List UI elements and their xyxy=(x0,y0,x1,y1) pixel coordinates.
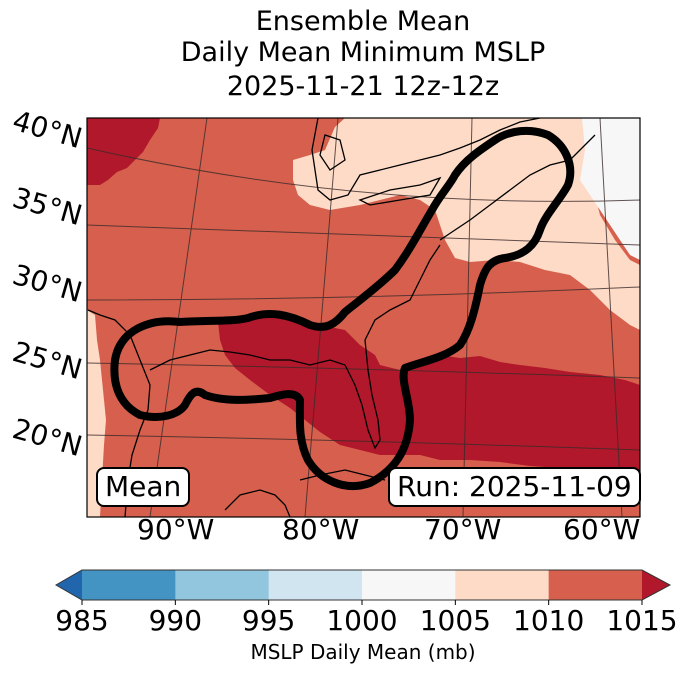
colorbar-over-triangle xyxy=(642,570,670,600)
lon-label-80w: 80°W xyxy=(282,513,360,546)
colorbar-tick-label-1010: 1010 xyxy=(513,604,585,637)
colorbar-bin-1000-1005 xyxy=(362,570,456,600)
title-line-3: 2025-11-21 12z-12z xyxy=(226,71,500,102)
colorbar-tick-label-1005: 1005 xyxy=(419,604,491,637)
mean-label-box: Mean xyxy=(96,467,191,507)
colorbar-under-triangle xyxy=(56,570,82,600)
field-high-gulf-atlantic xyxy=(218,314,640,480)
title-line-2: Daily Mean Minimum MSLP xyxy=(180,37,546,68)
field-northeast-light xyxy=(293,118,640,330)
colorbar-tick-label-1015: 1015 xyxy=(606,604,678,637)
colorbar-tick-label-995: 995 xyxy=(241,604,296,637)
contour-outline xyxy=(110,126,575,491)
colorbar-bin-995-1000 xyxy=(268,570,363,600)
colorbar-label: MSLP Daily Mean (mb) xyxy=(250,640,476,664)
colorbar-bin-990-995 xyxy=(175,570,270,600)
field-west-edge xyxy=(87,310,106,517)
colorbar-tick-label-985: 985 xyxy=(55,604,109,637)
run-date-box: Run: 2025-11-09 xyxy=(388,467,641,507)
lon-label-60w: 60°W xyxy=(563,513,641,546)
colorbar-tick-label-990: 990 xyxy=(148,604,203,637)
lon-label-90w: 90°W xyxy=(137,513,215,546)
coastlines xyxy=(87,118,596,517)
colorbar-tick-label-1000: 1000 xyxy=(326,604,398,637)
lon-label-70w: 70°W xyxy=(424,513,502,546)
plot-frame xyxy=(86,117,641,518)
field-high-upper-left xyxy=(87,118,160,185)
field-northwest-atlantic xyxy=(580,118,640,260)
title-line-1: Ensemble Mean xyxy=(255,6,471,37)
colorbar-bin-1010-1015 xyxy=(548,570,643,600)
graticule xyxy=(87,118,640,517)
colorbar-bin-985-990 xyxy=(82,570,176,600)
colorbar-bin-1005-1010 xyxy=(455,570,550,600)
